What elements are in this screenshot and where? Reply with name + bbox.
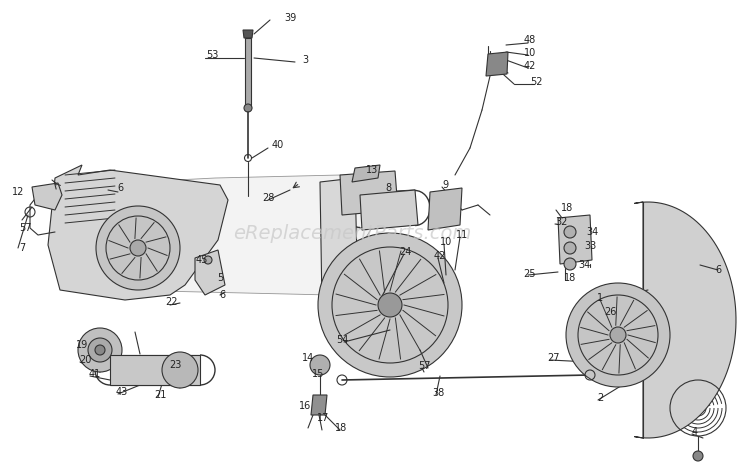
Text: 9: 9	[442, 180, 448, 190]
Polygon shape	[245, 38, 251, 108]
Text: 10: 10	[440, 237, 452, 247]
Circle shape	[204, 256, 212, 264]
Text: 57: 57	[19, 223, 32, 233]
Text: 53: 53	[206, 50, 218, 60]
Circle shape	[78, 328, 122, 372]
Text: 10: 10	[524, 48, 536, 58]
Circle shape	[95, 345, 105, 355]
Text: 6: 6	[117, 183, 123, 193]
Text: 16: 16	[298, 401, 311, 411]
Text: 12: 12	[12, 187, 24, 197]
Circle shape	[130, 240, 146, 256]
Polygon shape	[320, 178, 358, 305]
Circle shape	[564, 226, 576, 238]
Text: 26: 26	[604, 307, 616, 317]
Text: 40: 40	[272, 140, 284, 150]
Text: 54: 54	[336, 335, 348, 345]
Text: 32: 32	[556, 217, 568, 227]
Text: 22: 22	[166, 297, 178, 307]
Text: 38: 38	[432, 388, 444, 398]
Text: 7: 7	[19, 243, 26, 253]
Circle shape	[564, 242, 576, 254]
Circle shape	[88, 338, 112, 362]
Polygon shape	[32, 183, 62, 210]
Circle shape	[566, 283, 670, 387]
Circle shape	[244, 104, 252, 112]
Text: 21: 21	[154, 390, 166, 400]
Polygon shape	[195, 250, 225, 295]
Circle shape	[564, 258, 576, 270]
Text: 6: 6	[715, 265, 721, 275]
Text: 17: 17	[316, 413, 329, 423]
Text: 19: 19	[76, 340, 88, 350]
Text: eReplacementParts.com: eReplacementParts.com	[233, 224, 472, 243]
Text: 13: 13	[366, 165, 378, 175]
Polygon shape	[360, 190, 418, 230]
Text: 18: 18	[334, 423, 347, 433]
Text: 48: 48	[524, 35, 536, 45]
Text: 8: 8	[385, 183, 391, 193]
Text: 57: 57	[418, 361, 430, 371]
Text: 18: 18	[561, 203, 573, 213]
Text: 11: 11	[456, 230, 468, 240]
Polygon shape	[486, 52, 508, 76]
Text: 45: 45	[196, 255, 208, 265]
Polygon shape	[558, 215, 592, 264]
Text: 39: 39	[284, 13, 296, 23]
Circle shape	[378, 293, 402, 317]
Text: 18: 18	[564, 273, 576, 283]
Polygon shape	[48, 165, 228, 300]
Circle shape	[318, 233, 462, 377]
Circle shape	[693, 451, 703, 461]
Text: 52: 52	[530, 77, 542, 87]
Text: 6: 6	[219, 290, 225, 300]
Text: 25: 25	[524, 269, 536, 279]
Text: 43: 43	[116, 387, 128, 397]
Text: 41: 41	[88, 369, 101, 379]
Polygon shape	[340, 171, 398, 215]
Text: 23: 23	[169, 360, 182, 370]
Text: 3: 3	[302, 55, 308, 65]
Polygon shape	[243, 30, 253, 38]
Circle shape	[96, 206, 180, 290]
Text: 42: 42	[433, 251, 446, 261]
Text: 24: 24	[399, 247, 411, 257]
Text: 14: 14	[302, 353, 314, 363]
Polygon shape	[352, 165, 380, 182]
Text: 4: 4	[692, 427, 698, 437]
Text: 33: 33	[584, 241, 596, 251]
Circle shape	[310, 355, 330, 375]
Polygon shape	[311, 395, 327, 415]
Text: 15: 15	[312, 369, 324, 379]
Text: 1: 1	[597, 293, 603, 303]
Text: 34: 34	[586, 227, 598, 237]
Text: 42: 42	[524, 61, 536, 71]
Circle shape	[162, 352, 198, 388]
Polygon shape	[110, 355, 200, 385]
Text: 2: 2	[597, 393, 603, 403]
Text: 28: 28	[262, 193, 274, 203]
Polygon shape	[634, 202, 736, 438]
Polygon shape	[428, 188, 462, 230]
Text: 27: 27	[547, 353, 560, 363]
Text: 34: 34	[578, 260, 590, 270]
Text: 5: 5	[217, 273, 223, 283]
Text: 20: 20	[79, 355, 92, 365]
Circle shape	[610, 327, 626, 343]
Polygon shape	[115, 175, 380, 295]
